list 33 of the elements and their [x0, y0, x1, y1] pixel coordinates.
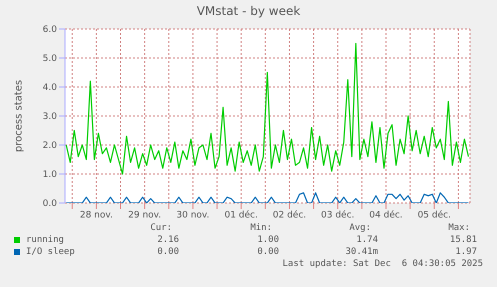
chart-title: VMstat - by week	[196, 4, 302, 18]
text: 1.74	[356, 235, 378, 245]
y-tick-label: 4.0	[42, 83, 58, 94]
y-tick-label: 1.0	[42, 170, 58, 180]
x-tick-label: 01 déc.	[224, 209, 258, 220]
line-series	[66, 42, 470, 175]
y-tick-label: 3.0	[42, 112, 58, 122]
text: 15.81	[450, 235, 477, 245]
text: 1.97	[455, 247, 477, 257]
text: Last update: Sat Dec 6 04:30:05 2025	[282, 259, 483, 269]
text: 0.00	[157, 247, 179, 257]
y-tick-label: 2.0	[42, 141, 58, 152]
text: Min:	[250, 223, 272, 233]
x-tick-label: 02 déc.	[272, 209, 306, 220]
text: Max:	[448, 223, 470, 233]
text: 30.41m	[345, 247, 378, 257]
x-tick-label: 29 nov.	[128, 210, 162, 220]
x-tick-label: 05 déc.	[418, 209, 451, 220]
x-tick-label: 30 nov.	[176, 210, 210, 220]
x-tick-label: 28 nov.	[80, 210, 113, 220]
text: Cur:	[150, 223, 172, 233]
x-tick-label: 03 déc.	[321, 209, 354, 220]
y-tick-label: 0.0	[42, 199, 58, 210]
text: Avg:	[349, 223, 371, 233]
text: 2.16	[157, 235, 179, 245]
y-tick-label: 5.0	[42, 54, 58, 64]
legend-label: I/O sleep	[26, 247, 75, 257]
x-tick-label: 04 déc.	[369, 209, 403, 220]
text: 1.00	[257, 235, 279, 245]
text: 0.00	[257, 247, 279, 257]
y-axis-title: process states	[14, 80, 25, 152]
legend-label: running	[26, 235, 64, 245]
y-tick-label: 6.0	[42, 25, 58, 36]
